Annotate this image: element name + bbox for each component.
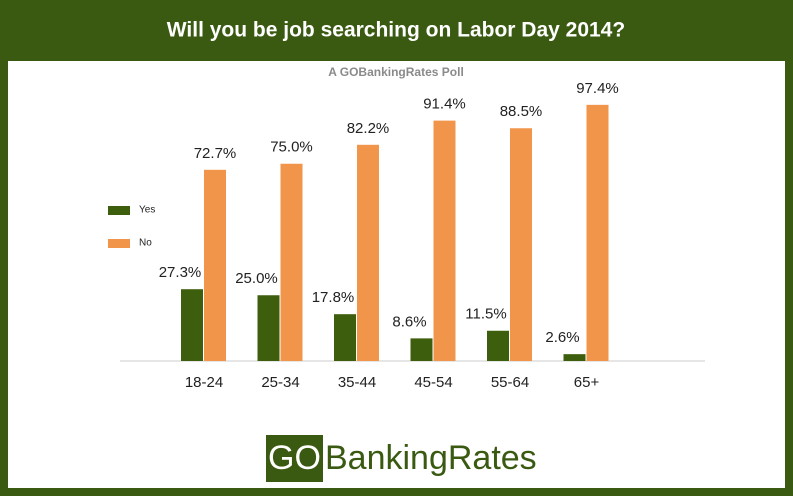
bar bbox=[357, 144, 379, 361]
bar bbox=[586, 104, 609, 361]
bar bbox=[280, 163, 303, 361]
data-label: 2.6% bbox=[545, 329, 579, 346]
data-label: 82.2% bbox=[347, 120, 390, 137]
bar bbox=[510, 128, 532, 361]
logo-name: BankingRates bbox=[325, 439, 537, 477]
data-label: 97.4% bbox=[576, 80, 619, 97]
data-label: 27.3% bbox=[159, 264, 202, 281]
logo-box bbox=[266, 435, 323, 482]
bar bbox=[433, 120, 456, 361]
data-label: 72.7% bbox=[194, 145, 237, 162]
chart-subtitle: A GOBankingRates Poll bbox=[328, 65, 464, 79]
x-tick-label: 18-24 bbox=[185, 374, 223, 391]
bar bbox=[181, 289, 203, 361]
x-tick-label: 55-64 bbox=[491, 374, 529, 391]
logo-prefix: GO bbox=[268, 439, 321, 477]
data-label: 17.8% bbox=[312, 289, 355, 306]
data-label: 75.0% bbox=[270, 139, 313, 156]
bar bbox=[563, 354, 586, 361]
x-tick-label: 25-34 bbox=[261, 374, 299, 391]
x-tick-label: 65+ bbox=[574, 374, 600, 391]
data-label: 25.0% bbox=[235, 270, 278, 287]
legend-label: Yes bbox=[139, 205, 155, 216]
chart-title: Will you be job searching on Labor Day 2… bbox=[167, 19, 625, 42]
bar bbox=[487, 330, 509, 361]
data-label: 91.4% bbox=[423, 96, 466, 113]
data-label: 88.5% bbox=[500, 103, 543, 120]
x-tick-label: 45-54 bbox=[414, 374, 452, 391]
legend-label: No bbox=[139, 238, 152, 249]
bar bbox=[204, 169, 226, 361]
data-label: 8.6% bbox=[392, 313, 426, 330]
bar bbox=[334, 314, 356, 361]
bar bbox=[257, 295, 280, 361]
legend-swatch bbox=[108, 206, 130, 215]
x-tick-label: 35-44 bbox=[338, 374, 376, 391]
bar bbox=[410, 338, 433, 361]
legend-swatch bbox=[108, 239, 130, 248]
data-label: 11.5% bbox=[465, 306, 506, 323]
panel bbox=[8, 61, 785, 488]
